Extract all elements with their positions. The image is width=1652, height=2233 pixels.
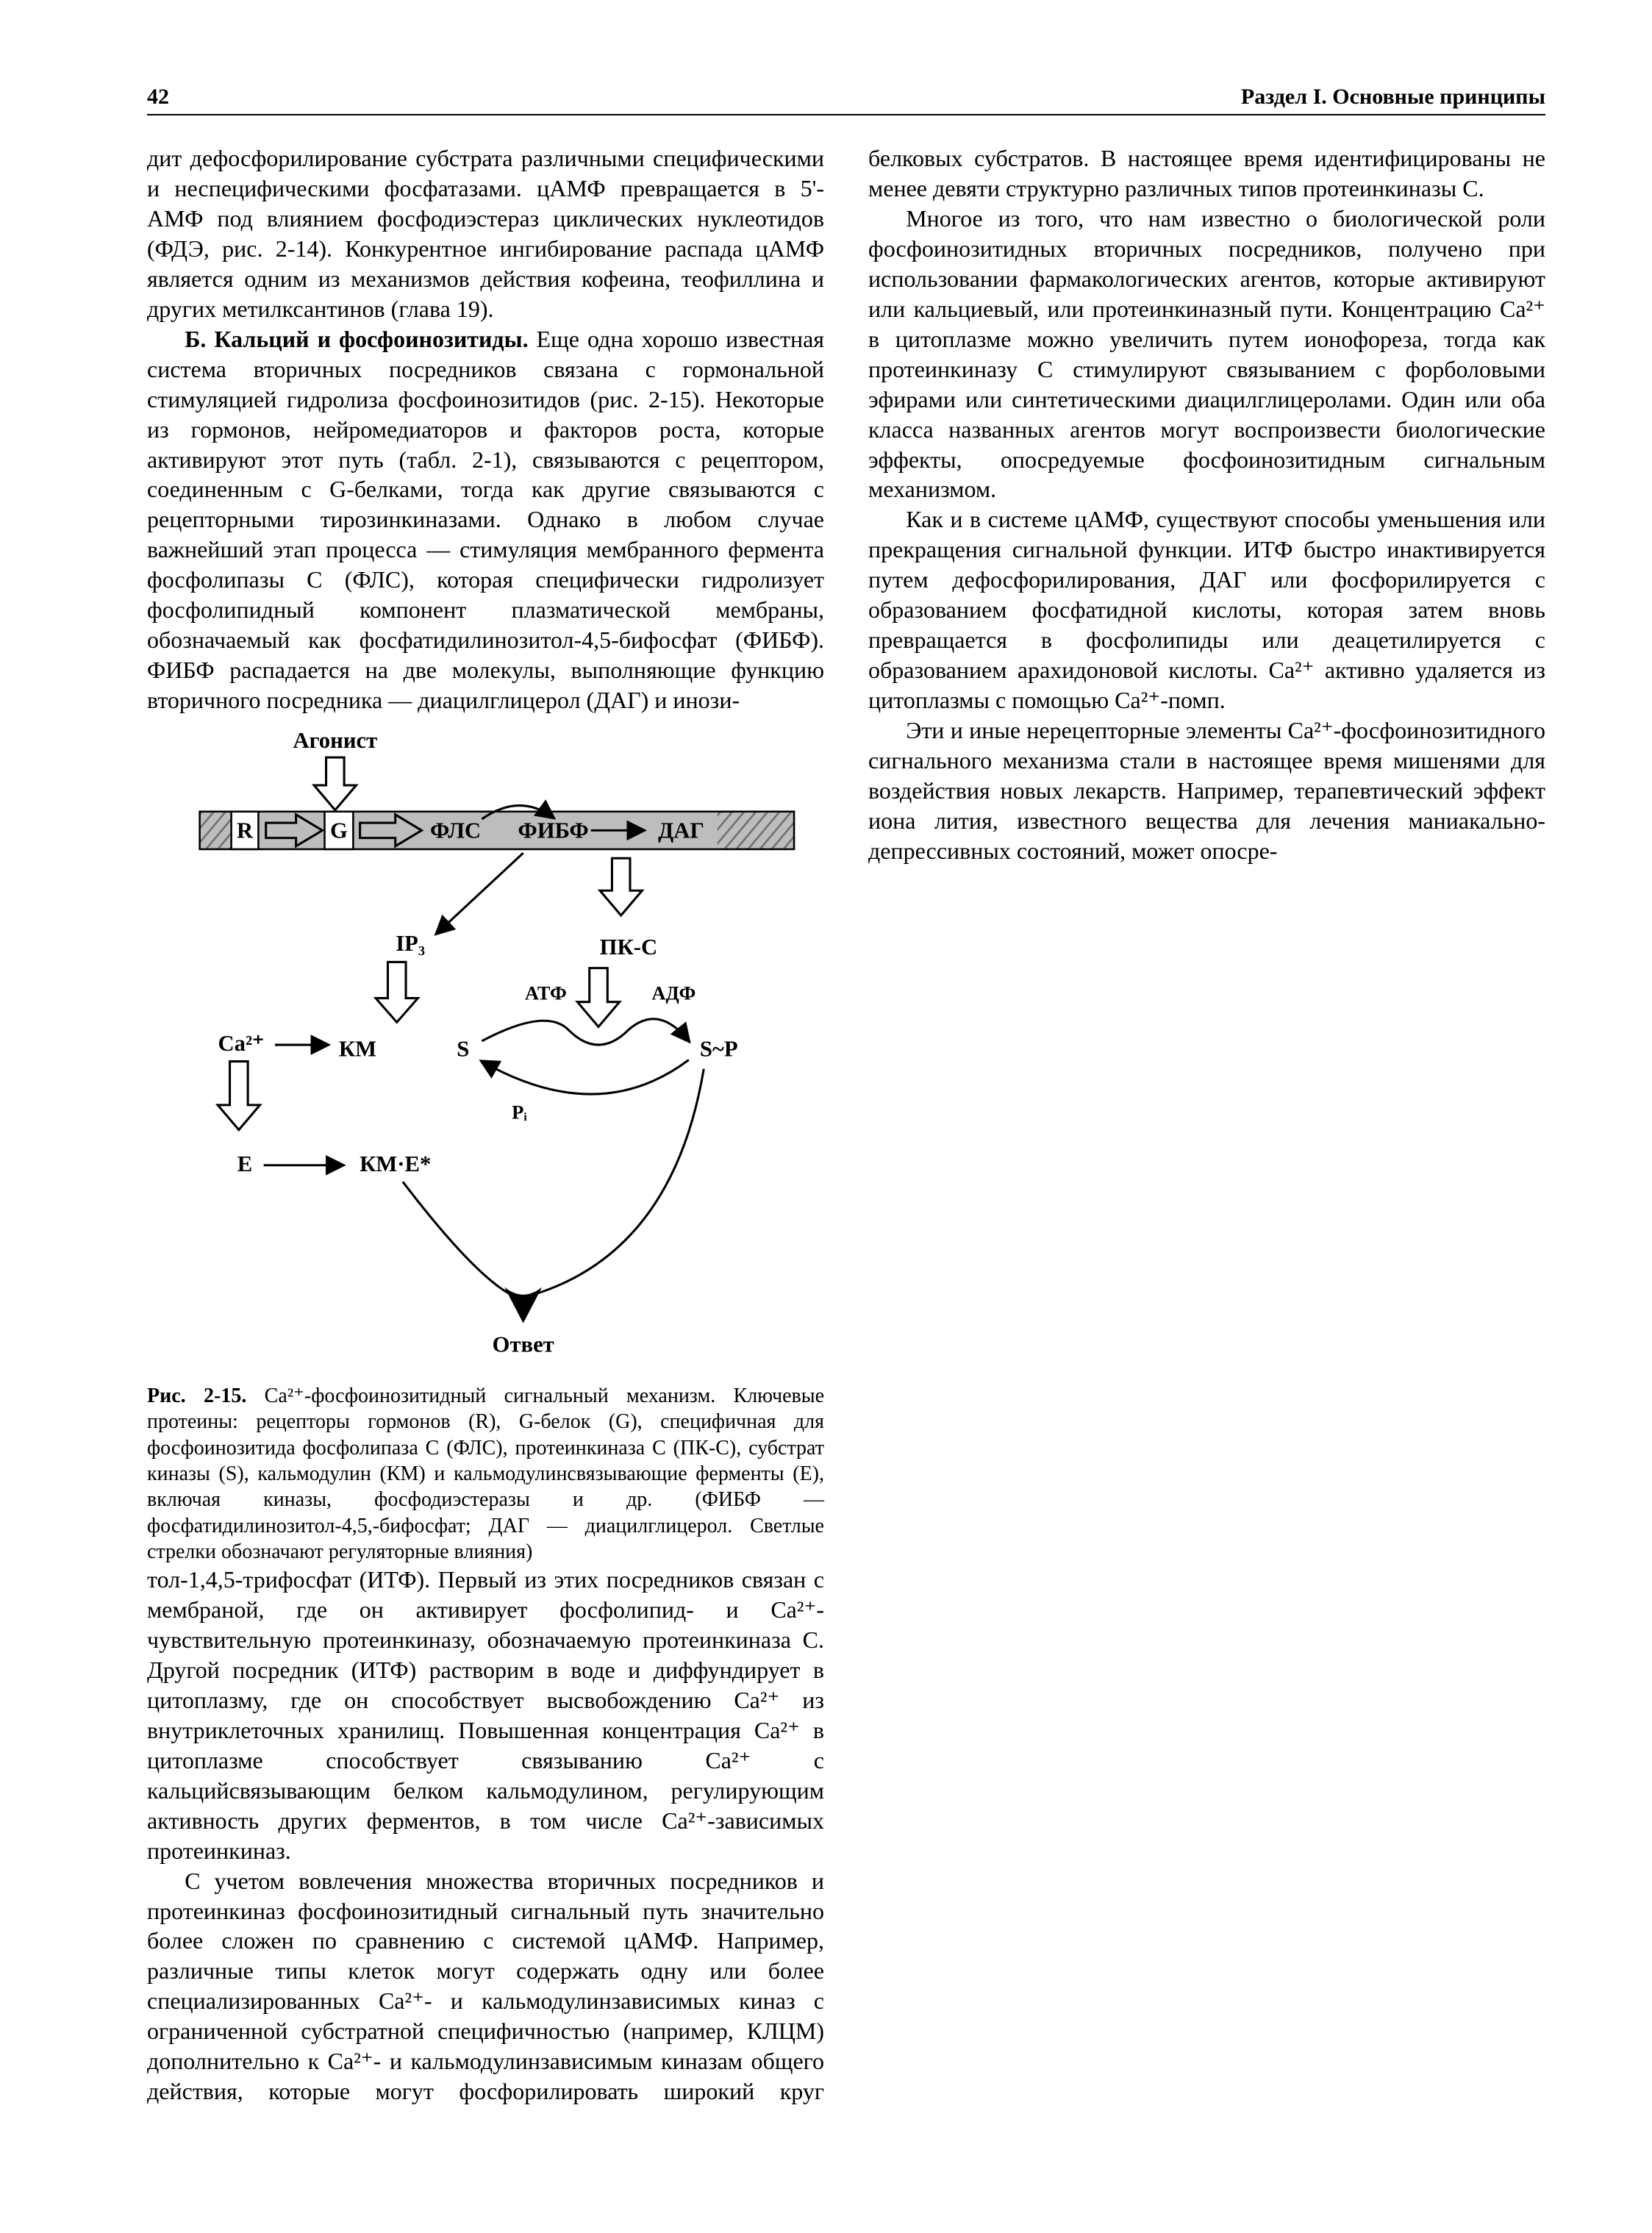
figure-caption-lead: Рис. 2-15. bbox=[147, 1385, 246, 1407]
arrow-sp-s-bottom bbox=[482, 1060, 688, 1095]
label-ATP: АТФ bbox=[525, 982, 567, 1004]
paragraph-1: дит дефосфорилирование субстрата различн… bbox=[147, 143, 824, 324]
figure-caption-text: Ca²⁺-фосфоинозитидный сигнальный механиз… bbox=[147, 1385, 824, 1563]
outline-arrow-pkc-down bbox=[577, 968, 619, 1027]
label-FIBF: ФИБФ bbox=[518, 818, 588, 843]
figure-2-15: Агонист R G ФЛС ФИБФ ДАГ bbox=[147, 721, 824, 1565]
label-Pi: Pᵢ bbox=[512, 1101, 527, 1123]
label-agonist: Агонист bbox=[293, 728, 377, 753]
label-G: G bbox=[330, 818, 348, 843]
membrane-band bbox=[200, 812, 794, 849]
outline-arrow-ip3-down bbox=[376, 962, 418, 1023]
label-KME: КМ·E* bbox=[360, 1151, 431, 1176]
body-text: дит дефосфорилирование субстрата различн… bbox=[147, 143, 1545, 2145]
figure-caption: Рис. 2-15. Ca²⁺-фосфоинозитидный сигналь… bbox=[147, 1383, 824, 1565]
membrane-hatch-right bbox=[718, 812, 794, 849]
paragraph-2-rest: Еще одна хорошо известная система вторич… bbox=[147, 326, 824, 713]
page-number: 42 bbox=[147, 85, 169, 110]
arrow-fibf-ip3 bbox=[437, 853, 523, 933]
running-head: 42 Раздел I. Основные принципы bbox=[147, 85, 1545, 115]
section-title: Раздел I. Основные принципы bbox=[1241, 85, 1545, 110]
label-KM: КМ bbox=[339, 1036, 376, 1061]
paragraph-2: Б. Кальций и фосфоинозитиды. Еще одна хо… bbox=[147, 324, 824, 715]
arrow-s-sp-top bbox=[482, 1019, 688, 1045]
page: 42 Раздел I. Основные принципы дит дефос… bbox=[0, 0, 1652, 2233]
label-FLS: ФЛС bbox=[430, 818, 481, 843]
paragraph-2-lead: Б. Кальций и фосфоинозитиды. bbox=[185, 326, 528, 352]
figure-diagram: Агонист R G ФЛС ФИБФ ДАГ bbox=[147, 721, 824, 1368]
label-answer: Ответ bbox=[493, 1332, 554, 1357]
paragraph-7: Эти и иные нерецепторные элементы Ca²⁺-ф… bbox=[868, 715, 1545, 866]
label-DAG: ДАГ bbox=[658, 818, 704, 843]
label-Ca: Ca²⁺ bbox=[218, 1031, 264, 1056]
label-S: S bbox=[457, 1036, 469, 1061]
curve-sp-down bbox=[538, 1069, 704, 1293]
label-SP: S~P bbox=[700, 1036, 738, 1061]
outline-arrow-dag-down bbox=[600, 858, 642, 915]
label-ADP: АДФ bbox=[651, 982, 696, 1004]
label-R: R bbox=[237, 818, 254, 843]
paragraph-5: Многое из того, что нам известно о биоло… bbox=[868, 204, 1545, 505]
label-E: E bbox=[237, 1151, 252, 1176]
curve-kme-down bbox=[403, 1182, 508, 1293]
label-IP3: IP₃ bbox=[396, 931, 425, 956]
paragraph-6: Как и в системе цАМФ, существуют способы… bbox=[868, 504, 1545, 715]
outline-arrow-agonist bbox=[314, 757, 356, 810]
label-PKC: ПК-С bbox=[600, 935, 658, 960]
paragraph-3: тол-1,4,5-трифосфат (ИТФ). Первый из эти… bbox=[147, 1565, 824, 1866]
merge-arrowhead bbox=[504, 1287, 542, 1323]
membrane-hatch-left bbox=[200, 812, 232, 849]
outline-arrow-ca-down bbox=[218, 1062, 260, 1130]
